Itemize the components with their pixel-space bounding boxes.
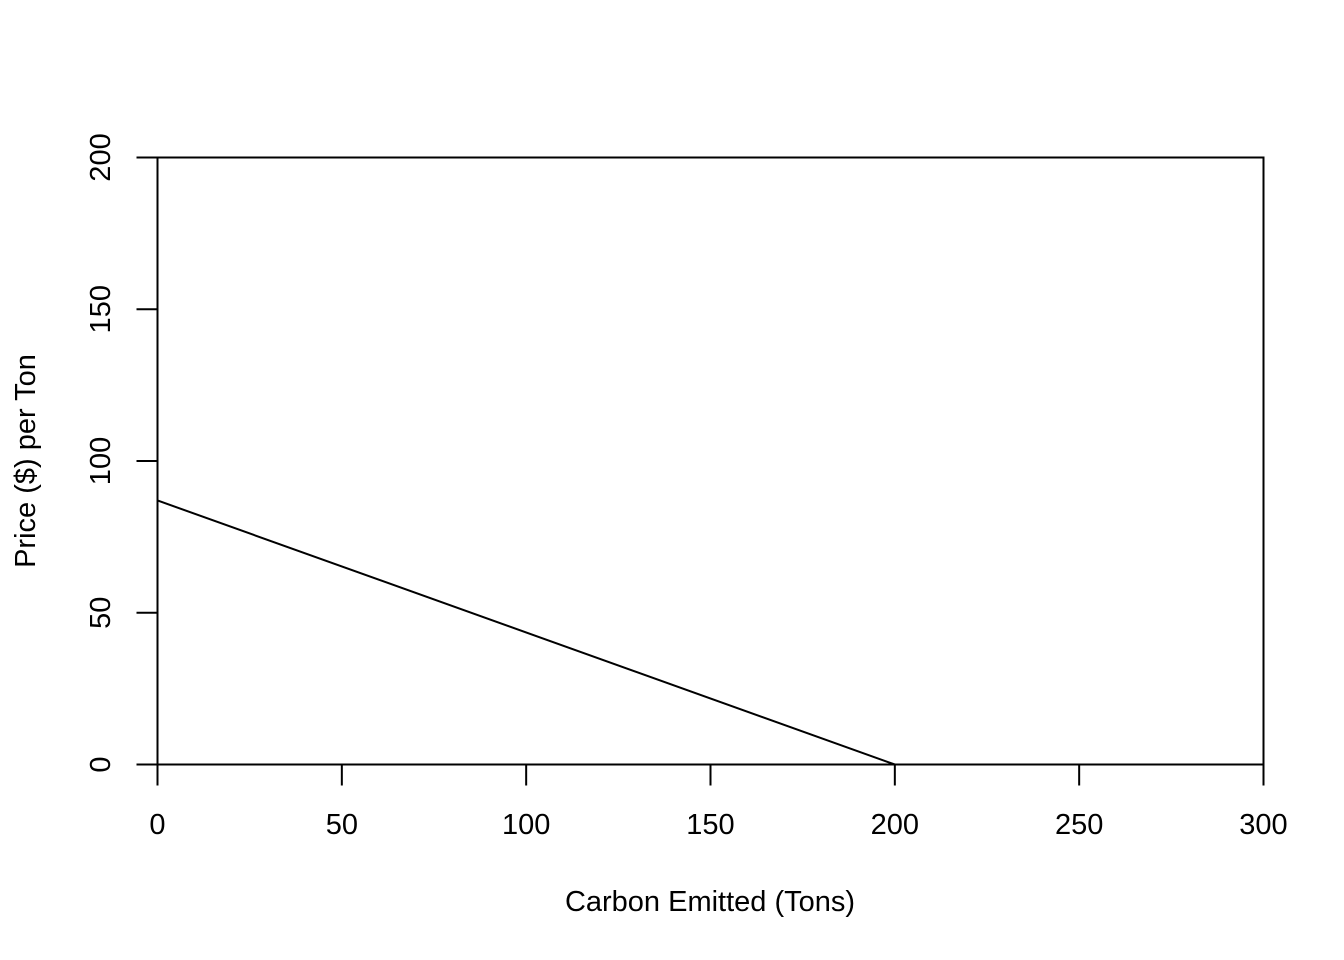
- y-tick-label-0: 0: [85, 756, 117, 772]
- y-tick-label-100: 100: [85, 437, 117, 485]
- x-tick-label-50: 50: [326, 809, 358, 841]
- y-tick-label-50: 50: [85, 597, 117, 629]
- x-tick-label-250: 250: [1055, 809, 1103, 841]
- series-layer: [157, 499, 1264, 766]
- x-tick-label-150: 150: [686, 809, 734, 841]
- x-axis: 0 50 100 150 200 250 300: [149, 764, 1288, 841]
- x-axis-title: Carbon Emitted (Tons): [565, 886, 855, 918]
- x-tick-label-200: 200: [871, 809, 919, 841]
- y-axis-title: Price ($) per Ton: [10, 354, 42, 568]
- y-tick-label-200: 200: [85, 133, 117, 181]
- x-tick-label-0: 0: [149, 809, 165, 841]
- x-tick-label-100: 100: [502, 809, 550, 841]
- y-axis: 0 50 100 150 200: [85, 133, 158, 773]
- y-tick-label-150: 150: [85, 285, 117, 333]
- series-line-0: [157, 499, 1264, 766]
- x-tick-label-300: 300: [1239, 809, 1287, 841]
- plot-frame: [156, 156, 1265, 766]
